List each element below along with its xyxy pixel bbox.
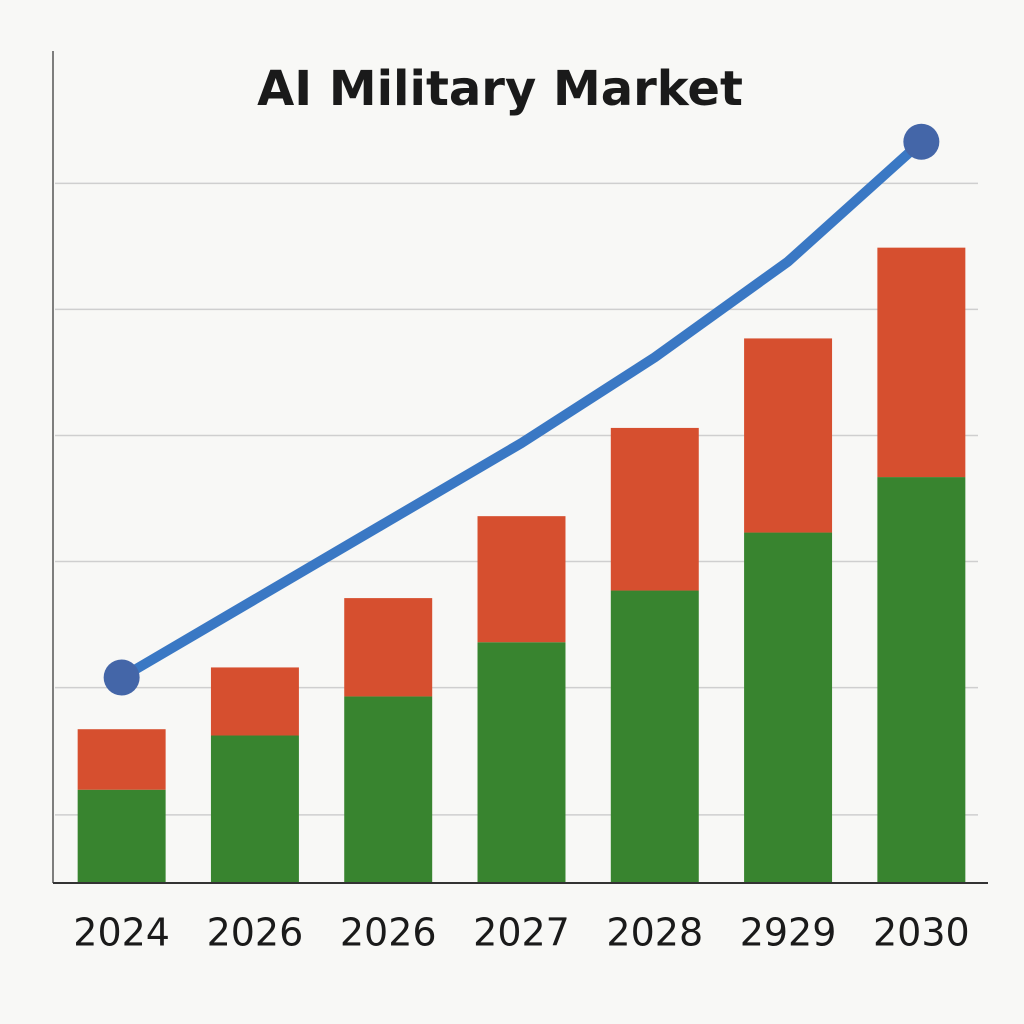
line-marker [903, 123, 940, 160]
bar-segment [477, 642, 566, 883]
x-tick-label: 2026 [207, 911, 304, 955]
bar-segment [210, 735, 299, 883]
line-marker [103, 659, 140, 696]
bar-segment [610, 590, 699, 883]
bar-segment [344, 598, 433, 697]
bar-segment [210, 667, 299, 736]
bar-segment [77, 729, 166, 790]
bar-segment [610, 427, 699, 591]
x-tick-label: 2030 [873, 911, 970, 955]
x-tick-label: 2024 [73, 911, 170, 955]
bar-segment [477, 516, 566, 643]
x-tick-label: 2028 [606, 911, 703, 955]
bar-segment [344, 696, 433, 883]
bar-segment [877, 247, 966, 478]
x-tick-label: 2027 [473, 911, 570, 955]
bar-segment [744, 532, 833, 883]
x-tick-label: 2026 [340, 911, 437, 955]
bar-segment [744, 338, 833, 533]
x-tick-label: 2929 [740, 911, 837, 955]
bar-segment [77, 789, 166, 883]
bar-segment [877, 477, 966, 883]
trend-line [116, 136, 927, 683]
chart-title: AI Military Market [257, 61, 743, 117]
